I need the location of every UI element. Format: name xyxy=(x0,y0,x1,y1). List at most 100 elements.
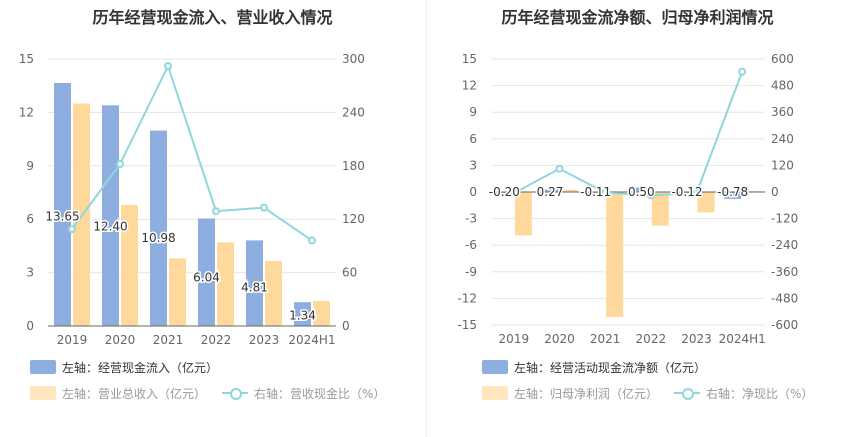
right-axis-tick-label: -240 xyxy=(771,238,798,252)
bar-series-1 xyxy=(54,83,71,326)
left-axis-tick-label: 15 xyxy=(19,52,34,66)
line-series xyxy=(513,71,744,197)
right-chart-svg: -15 -12 -9 -6 -3 0 3 6 9 12 15 -600 -480 -360 -240 -120… xyxy=(457,52,798,346)
legend-item[interactable]: 左轴：经营现金流入（亿元） xyxy=(30,359,218,376)
right-axis-tick-label: 480 xyxy=(771,79,794,93)
right-axis-tick-label: 360 xyxy=(771,105,794,119)
left-axis-tick-label: 3 xyxy=(469,158,477,172)
line-series xyxy=(71,63,313,242)
data-label: -0.12 xyxy=(671,185,702,199)
line-point xyxy=(555,164,564,173)
bar-series-1 xyxy=(198,218,215,326)
line-point xyxy=(601,188,610,197)
data-label: -0.11 xyxy=(580,185,611,199)
x-axis-tick-label: 2022 xyxy=(636,332,667,346)
x-axis-tick-label: 2022 xyxy=(201,333,232,347)
right-axis-tick-label: 300 xyxy=(342,52,365,66)
legend-item[interactable]: 左轴：归母净利润（亿元） xyxy=(482,385,658,402)
legend-swatch xyxy=(674,386,701,400)
right-chart-title: 历年经营现金流净额、归母净利润情况 xyxy=(501,8,774,27)
data-label: 4.81 xyxy=(241,280,268,294)
bar-series-2 xyxy=(697,192,715,213)
bar-series-1 xyxy=(246,240,263,326)
bar-series-2 xyxy=(313,301,330,326)
legend-swatch xyxy=(482,386,508,400)
legend-item[interactable]: 左轴：营业总收入（亿元） xyxy=(30,385,206,402)
x-axis-tick-label: 2020 xyxy=(544,332,575,346)
left-axis-tick-label: 0 xyxy=(469,185,477,199)
line-point xyxy=(738,67,747,76)
bar-series-2 xyxy=(606,192,624,318)
bar-series-1 xyxy=(678,192,696,194)
bar-series-1 xyxy=(495,192,513,194)
right-axis-tick-label: -120 xyxy=(771,212,798,226)
legend-label: 右轴：营收现金比（%） xyxy=(254,386,386,401)
left-axis-tick-label: -15 xyxy=(457,318,477,332)
right-axis-tick-label: 180 xyxy=(342,159,365,173)
right-legend-row-2: 左轴：归母净利润（亿元） 右轴：净现比（%） xyxy=(482,384,829,402)
line-point xyxy=(164,62,172,71)
x-axis-tick-label: 2024H1 xyxy=(719,332,766,346)
bar-series-2 xyxy=(121,204,138,326)
right-axis-tick-label: 0 xyxy=(342,319,350,333)
left-axis-tick-label: 3 xyxy=(26,266,34,280)
line-point xyxy=(68,224,76,233)
right-legend-row-1: 左轴：经营活动现金流净额（亿元） xyxy=(482,358,722,376)
bar-series-2 xyxy=(651,192,669,226)
left-axis-tick-label: 12 xyxy=(462,79,477,93)
x-axis-tick-label: 2021 xyxy=(153,333,184,347)
bar-series-2 xyxy=(560,189,578,192)
panel-divider xyxy=(426,0,427,437)
bar-series-2 xyxy=(217,242,234,326)
line-point xyxy=(116,160,124,169)
legend-label: 左轴：经营现金流入（亿元） xyxy=(62,360,219,375)
left-legend-row-1: 左轴：经营现金流入（亿元） xyxy=(30,358,234,376)
right-axis-tick-label: -600 xyxy=(771,318,798,332)
right-axis-tick-label: 600 xyxy=(771,52,794,66)
line-point xyxy=(646,191,655,200)
left-legend-row-2: 左轴：营业总收入（亿元） 右轴：营收现金比（%） xyxy=(30,384,401,402)
legend-label: 左轴：经营活动现金流净额（亿元） xyxy=(514,360,707,375)
legend-item[interactable]: 左轴：经营活动现金流净额（亿元） xyxy=(482,359,706,376)
line-point xyxy=(212,207,220,216)
data-label: 1.34 xyxy=(289,308,316,322)
legend-label: 左轴：营业总收入（亿元） xyxy=(62,386,207,401)
data-label: 13.65 xyxy=(45,210,79,224)
x-axis-tick-label: 2021 xyxy=(590,332,621,346)
right-axis-tick-label: 120 xyxy=(342,212,365,226)
left-chart-panel: 历年经营现金流入、营业收入情况 0 3 6 9 12 15 0 60 120 180 240 300 2… xyxy=(19,8,401,402)
bar-series-1 xyxy=(724,192,742,199)
right-axis-tick-label: 240 xyxy=(771,132,794,146)
left-axis-tick-label: 9 xyxy=(26,159,34,173)
left-axis-tick-label: 6 xyxy=(26,212,34,226)
line-point xyxy=(308,236,316,245)
line-point xyxy=(509,189,518,198)
left-axis-tick-label: -12 xyxy=(457,291,477,305)
right-axis-tick-label: -360 xyxy=(771,265,798,279)
bar-series-1 xyxy=(294,302,311,326)
x-axis-tick-label: 2019 xyxy=(57,333,88,347)
bar-series-1 xyxy=(541,189,559,192)
left-chart-title: 历年经营现金流入、营业收入情况 xyxy=(92,8,333,27)
right-axis-tick-label: 60 xyxy=(342,266,357,280)
bar-series-2 xyxy=(514,192,532,236)
left-axis-tick-label: 12 xyxy=(19,105,34,119)
data-label: 0.50 xyxy=(628,185,655,199)
legend-label: 左轴：归母净利润（亿元） xyxy=(514,386,659,401)
left-chart-svg: 0 3 6 9 12 15 0 60 120 180 240 300 2019 2020 2021 2022 2… xyxy=(19,52,365,347)
left-axis-tick-label: 6 xyxy=(469,132,477,146)
right-axis-tick-label: 0 xyxy=(771,185,779,199)
data-label: 6.04 xyxy=(193,271,220,285)
bar-series-2 xyxy=(265,261,282,326)
bar-series-1 xyxy=(632,187,650,192)
legend-label: 右轴：净现比（%） xyxy=(706,386,814,401)
legend-item[interactable]: 右轴：净现比（%） xyxy=(674,385,813,402)
x-axis-tick-label: 2019 xyxy=(499,332,530,346)
left-axis-tick-label: 9 xyxy=(469,105,477,119)
data-label: 10.98 xyxy=(141,231,175,245)
right-axis-tick-label: 240 xyxy=(342,105,365,119)
left-axis-tick-label: 0 xyxy=(26,319,34,333)
data-label: 12.40 xyxy=(93,220,127,234)
legend-swatch xyxy=(482,360,508,374)
legend-item[interactable]: 右轴：营收现金比（%） xyxy=(222,385,385,402)
